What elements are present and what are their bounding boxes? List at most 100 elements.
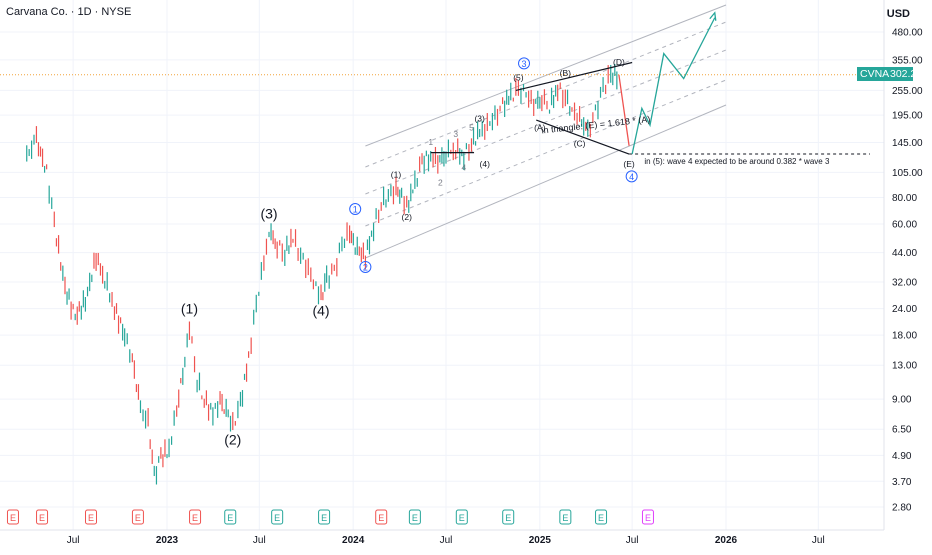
wave-label: 4 bbox=[629, 172, 634, 182]
earnings-marker bbox=[224, 509, 237, 525]
wave-label-circle bbox=[349, 202, 362, 215]
x-tick-label: 2024 bbox=[342, 535, 365, 546]
channel-line bbox=[365, 21, 727, 168]
x-tick-label: Jul bbox=[626, 535, 639, 546]
earnings-marker-label: E bbox=[39, 513, 45, 523]
earnings-marker bbox=[455, 509, 468, 525]
y-tick-label: 195.00 bbox=[892, 111, 923, 122]
price-tag-value: 302.25 bbox=[890, 68, 923, 80]
earnings-marker-label: E bbox=[505, 513, 511, 523]
projection-arrow-head bbox=[709, 11, 717, 21]
x-tick-label: Jul bbox=[812, 535, 825, 546]
earnings-marker bbox=[318, 509, 331, 525]
y-tick-label: 355.00 bbox=[892, 55, 923, 66]
triangle-lower-line bbox=[536, 119, 630, 155]
wave-label: (1) bbox=[391, 170, 402, 180]
y-tick-label: 80.00 bbox=[892, 193, 917, 204]
wave-label: (5) bbox=[513, 72, 524, 82]
y-tick-label: 480.00 bbox=[892, 28, 923, 39]
channel-line bbox=[365, 4, 727, 147]
earnings-marker bbox=[85, 509, 98, 525]
triangle-upper-line bbox=[515, 61, 633, 91]
y-tick-label: 13.00 bbox=[892, 361, 917, 372]
wave-label: 2 bbox=[438, 177, 443, 187]
projection-down-path bbox=[618, 74, 630, 146]
earnings-marker-label: E bbox=[274, 513, 280, 523]
y-tick-label: 2.80 bbox=[892, 503, 912, 514]
earnings-marker-label: E bbox=[227, 513, 233, 523]
earnings-marker bbox=[36, 509, 49, 525]
x-tick-label: Jul bbox=[440, 535, 453, 546]
earnings-marker-label: E bbox=[135, 513, 141, 523]
earnings-marker bbox=[271, 509, 284, 525]
wave-label: (C) bbox=[574, 138, 586, 148]
symbol-title: Carvana Co. · 1D · NYSE bbox=[6, 6, 132, 18]
wave-label: (4) bbox=[480, 159, 491, 169]
y-tick-label: 3.70 bbox=[892, 477, 912, 488]
earnings-marker bbox=[502, 509, 515, 525]
wave-label: 1 bbox=[353, 204, 358, 214]
currency-label: USD bbox=[886, 8, 910, 20]
earnings-marker-label: E bbox=[192, 513, 198, 523]
earnings-marker bbox=[595, 509, 608, 525]
earnings-marker bbox=[408, 509, 421, 525]
wave-label: (A) bbox=[534, 123, 546, 133]
wave-label: (1) bbox=[181, 300, 198, 316]
wave-label-circle bbox=[518, 57, 531, 70]
earnings-marker-label: E bbox=[598, 513, 604, 523]
y-tick-label: 18.00 bbox=[892, 331, 917, 342]
wave-label: 5 bbox=[469, 122, 474, 132]
wave-label-circle bbox=[359, 260, 372, 273]
channel-line bbox=[365, 104, 727, 259]
x-tick-label: 2026 bbox=[715, 535, 738, 546]
price-tag-ticker: CVNA bbox=[860, 68, 890, 80]
earnings-marker-label: E bbox=[412, 513, 418, 523]
y-tick-label: 145.00 bbox=[892, 138, 923, 149]
x-tick-label: Jul bbox=[253, 535, 266, 546]
y-tick-label: 24.00 bbox=[892, 304, 917, 315]
earnings-marker bbox=[131, 509, 144, 525]
projection-up-path bbox=[631, 17, 716, 155]
channel-line bbox=[365, 49, 727, 195]
wave-label: 4 bbox=[461, 163, 466, 173]
wave-label: (E) bbox=[623, 159, 635, 169]
wave-label: (2) bbox=[224, 431, 241, 447]
wave-label-circle bbox=[625, 170, 638, 183]
earnings-marker-label: E bbox=[645, 513, 651, 523]
earnings-marker-label: E bbox=[459, 513, 465, 523]
earnings-marker-label: E bbox=[321, 513, 327, 523]
y-tick-label: 9.00 bbox=[892, 395, 912, 406]
y-tick-label: 4.90 bbox=[892, 451, 912, 462]
earnings-marker-label: E bbox=[10, 513, 16, 523]
y-tick-label: 6.50 bbox=[892, 425, 912, 436]
wave-label: 1 bbox=[428, 137, 433, 147]
y-tick-label: 105.00 bbox=[892, 168, 923, 179]
wave-label: (3) bbox=[474, 114, 485, 124]
wave-label: (D) bbox=[613, 57, 625, 67]
x-tick-label: 2025 bbox=[529, 535, 552, 546]
x-tick-label: Jul bbox=[67, 535, 80, 546]
last-price-tag: CVNA 302.25 bbox=[857, 67, 922, 81]
earnings-marker-label: E bbox=[562, 513, 568, 523]
earnings-marker-label: E bbox=[378, 513, 384, 523]
earnings-marker bbox=[189, 509, 202, 525]
wave-label: (2) bbox=[402, 212, 413, 222]
earnings-marker bbox=[641, 509, 654, 525]
earnings-marker bbox=[375, 509, 388, 525]
x-tick-label: 2023 bbox=[156, 535, 179, 546]
channel-line bbox=[365, 79, 727, 227]
earnings-marker-label: E bbox=[88, 513, 94, 523]
y-tick-label: 44.00 bbox=[892, 248, 917, 259]
earnings-marker bbox=[559, 509, 572, 525]
y-tick-label: 60.00 bbox=[892, 220, 917, 231]
wave-label: 2 bbox=[363, 262, 368, 272]
wave-label: (B) bbox=[560, 68, 572, 78]
wave-label: 3 bbox=[522, 59, 527, 69]
wave-label: 3 bbox=[453, 129, 458, 139]
wave-label: (3) bbox=[260, 205, 277, 221]
annotation-text: in (5): wave 4 expected to be around 0.3… bbox=[644, 157, 830, 166]
y-tick-label: 32.00 bbox=[892, 278, 917, 289]
wave-label: (4) bbox=[312, 303, 329, 319]
